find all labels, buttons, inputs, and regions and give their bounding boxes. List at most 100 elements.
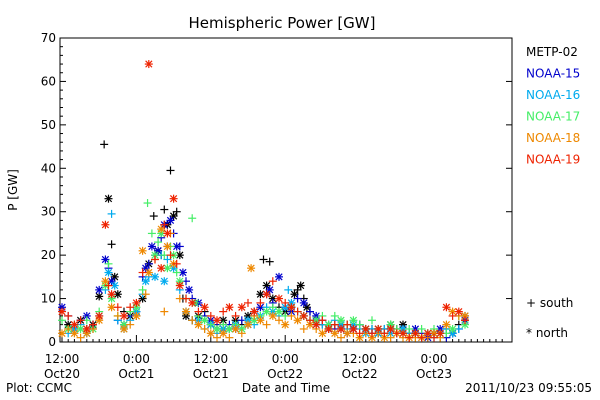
north-point bbox=[349, 324, 358, 333]
north-point bbox=[399, 329, 407, 338]
marker-stroke bbox=[111, 273, 119, 281]
north-point bbox=[141, 277, 150, 286]
north-point bbox=[101, 277, 110, 286]
north-point bbox=[107, 290, 116, 299]
south-point bbox=[284, 285, 293, 294]
north-point bbox=[318, 329, 327, 338]
marker-stroke bbox=[386, 325, 395, 333]
marker-stroke bbox=[238, 325, 246, 333]
marker-stroke bbox=[107, 277, 116, 285]
marker-stroke bbox=[269, 312, 277, 320]
marker-stroke bbox=[163, 242, 172, 251]
south-point bbox=[100, 140, 109, 149]
south-point bbox=[265, 257, 274, 266]
north-point bbox=[213, 324, 221, 333]
north-point bbox=[256, 303, 265, 312]
north-point bbox=[104, 194, 113, 203]
south-point bbox=[144, 259, 153, 268]
south-point bbox=[355, 329, 364, 338]
marker-stroke bbox=[151, 273, 159, 281]
south-point bbox=[138, 268, 147, 277]
north-point bbox=[157, 225, 166, 234]
south-point bbox=[160, 220, 169, 229]
marker-legend-north: * north bbox=[526, 326, 568, 340]
marker-stroke bbox=[120, 325, 128, 333]
marker-stroke bbox=[281, 321, 289, 329]
north-point bbox=[361, 324, 370, 333]
y-tick-label: 60 bbox=[41, 74, 56, 88]
legend-entry-noaa-18: NOAA-18 bbox=[526, 131, 580, 145]
south-point bbox=[287, 311, 296, 320]
marker-stroke bbox=[107, 290, 116, 298]
south-point bbox=[172, 207, 181, 216]
marker-stroke bbox=[138, 247, 147, 255]
marker-stroke bbox=[179, 268, 187, 277]
marker-stroke bbox=[275, 294, 283, 303]
north-point bbox=[275, 272, 283, 281]
marker-stroke bbox=[331, 329, 339, 337]
south-point bbox=[355, 320, 364, 329]
south-point bbox=[104, 259, 113, 268]
north-point bbox=[265, 285, 274, 294]
north-point bbox=[290, 290, 299, 299]
marker-stroke bbox=[76, 325, 85, 333]
south-point bbox=[163, 255, 172, 264]
south-point bbox=[281, 298, 290, 307]
south-point bbox=[151, 255, 159, 264]
north-point bbox=[163, 229, 172, 238]
south-point bbox=[64, 311, 73, 320]
x-tick-label-time: 12:00 bbox=[194, 352, 229, 366]
x-tick-label-date: Oct21 bbox=[193, 367, 229, 381]
south-point bbox=[76, 316, 85, 325]
north-point bbox=[194, 320, 203, 329]
north-point bbox=[244, 320, 252, 329]
marker-stroke bbox=[132, 312, 141, 320]
north-point bbox=[110, 281, 119, 290]
marker-stroke bbox=[448, 325, 457, 333]
north-point bbox=[324, 324, 333, 333]
south-point bbox=[58, 316, 66, 325]
marker-stroke bbox=[256, 303, 265, 311]
marker-stroke bbox=[349, 325, 358, 333]
marker-stroke bbox=[200, 303, 209, 311]
north-point bbox=[436, 329, 445, 338]
south-point bbox=[104, 281, 113, 290]
marker-stroke bbox=[114, 290, 122, 298]
south-point bbox=[89, 320, 97, 329]
north-point bbox=[312, 320, 321, 329]
marker-stroke bbox=[324, 325, 333, 333]
north-point bbox=[151, 272, 159, 281]
north-point bbox=[386, 324, 395, 333]
marker-stroke bbox=[303, 303, 311, 311]
north-point bbox=[157, 264, 166, 273]
x-tick-label-date: Oct20 bbox=[44, 367, 80, 381]
south-point bbox=[113, 303, 122, 312]
marker-stroke bbox=[306, 321, 314, 329]
north-point bbox=[256, 316, 265, 325]
marker-stroke bbox=[58, 329, 66, 337]
marker-stroke bbox=[213, 325, 221, 333]
north-point bbox=[185, 285, 194, 294]
marker-stroke bbox=[250, 307, 258, 316]
north-point bbox=[337, 316, 345, 325]
x-tick-label-time: 0:00 bbox=[272, 352, 299, 366]
marker-stroke bbox=[297, 281, 305, 290]
marker-stroke bbox=[111, 281, 119, 290]
south-point bbox=[188, 214, 197, 223]
north-point bbox=[281, 320, 290, 329]
marker-stroke bbox=[169, 212, 178, 220]
marker-stroke bbox=[300, 312, 308, 320]
marker-stroke bbox=[312, 321, 320, 329]
north-point bbox=[206, 329, 215, 338]
north-point bbox=[169, 212, 178, 221]
south-point bbox=[268, 303, 277, 312]
marker-stroke bbox=[120, 312, 128, 320]
marker-stroke bbox=[163, 264, 172, 272]
north-point bbox=[219, 329, 228, 338]
south-point bbox=[206, 311, 215, 320]
north-point bbox=[296, 281, 305, 290]
marker-stroke bbox=[213, 316, 221, 324]
north-point bbox=[200, 316, 209, 325]
marker-stroke bbox=[281, 303, 289, 311]
north-point bbox=[231, 324, 240, 333]
